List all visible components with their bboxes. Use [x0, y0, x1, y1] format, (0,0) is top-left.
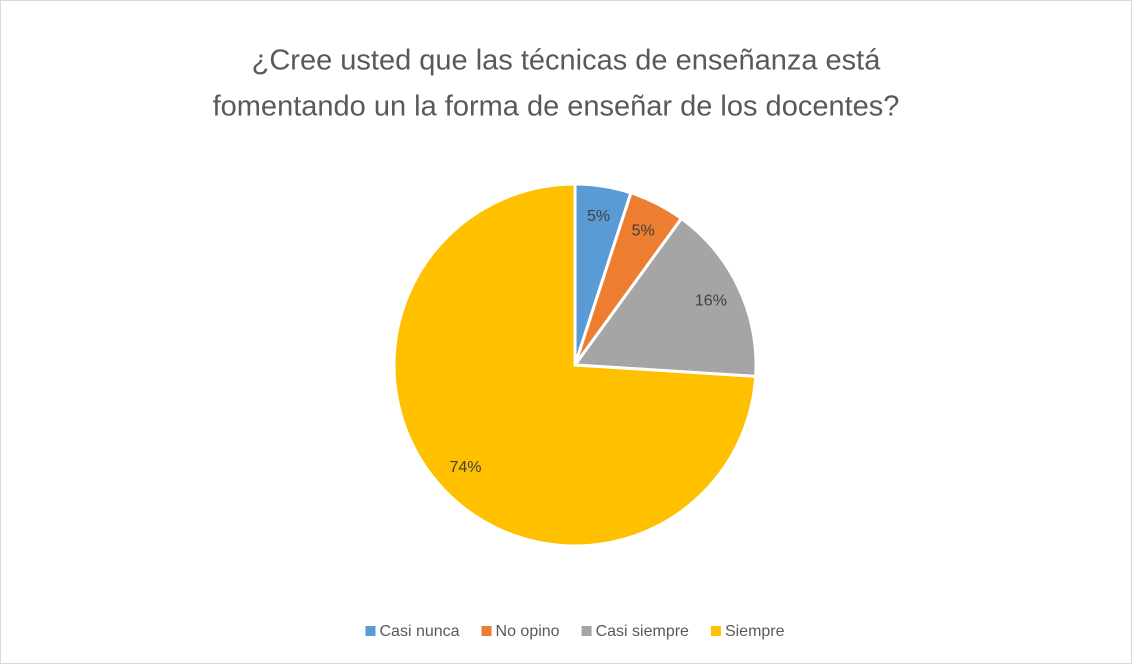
legend-label: Casi nunca	[379, 623, 459, 640]
chart-title: ¿Cree usted que las técnicas de enseñanz…	[252, 45, 882, 77]
legend-swatch	[710, 626, 721, 636]
data-label: 16%	[695, 292, 727, 309]
data-label: 74%	[449, 459, 481, 476]
data-label: 5%	[632, 222, 655, 239]
legend-swatch	[365, 626, 376, 636]
legend-label: No opino	[496, 623, 560, 640]
chart-title: fomentando un la forma de enseñar de los…	[213, 91, 900, 123]
pie-slice	[572, 216, 758, 378]
legend-swatch	[581, 626, 592, 636]
legend-label: Casi siempre	[596, 623, 689, 640]
data-label: 5%	[587, 208, 610, 225]
pie-slice	[392, 182, 758, 548]
legend-swatch	[481, 626, 492, 636]
legend-label: Siempre	[725, 623, 785, 640]
